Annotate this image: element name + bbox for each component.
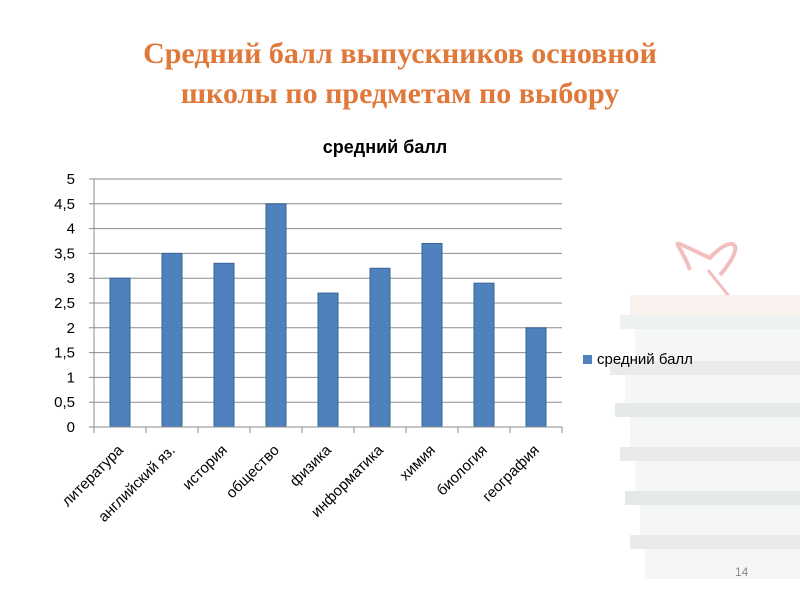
y-tick-label: 1: [67, 369, 75, 386]
books-decoration: [610, 241, 800, 579]
y-tick-label: 4,5: [54, 196, 75, 213]
bar: [213, 262, 235, 428]
legend-swatch: [583, 355, 592, 364]
y-tick-label: 0: [67, 419, 75, 436]
bar: [161, 252, 183, 428]
legend: средний балл: [583, 351, 693, 368]
bar: [109, 277, 131, 428]
y-axis-ticks: 0 0,5 1 1,5 2 2,5 3 3,5 4 4,5 5: [54, 171, 75, 436]
x-axis: [93, 179, 563, 433]
page-number: 14: [735, 565, 749, 579]
y-tick-label: 5: [67, 171, 75, 188]
slide-title-line-1: Средний балл выпускников основной: [143, 37, 657, 70]
bar: [473, 282, 495, 428]
y-tick-label: 1,5: [54, 345, 75, 362]
slide-title-line-2: школы по предметам по выбору: [180, 77, 620, 110]
bar: [525, 327, 547, 428]
slide-title: Средний балл выпускников основной школы …: [60, 34, 740, 114]
x-tick-label: история: [179, 442, 230, 493]
x-tick-label: химия: [397, 442, 439, 484]
chart-title: средний балл: [323, 137, 447, 157]
y-tick-label: 2,5: [54, 295, 75, 312]
y-tick-label: 4: [67, 221, 75, 238]
legend-label: средний балл: [597, 351, 693, 368]
bar: [369, 267, 391, 428]
y-tick-label: 0,5: [54, 394, 75, 411]
bar: [421, 242, 443, 428]
y-tick-label: 3,5: [54, 245, 75, 262]
x-tick-label: общество: [223, 442, 283, 502]
x-tick-label: физика: [287, 441, 336, 490]
x-tick-label: география: [479, 442, 543, 506]
bar: [317, 292, 339, 428]
bar: [265, 203, 287, 428]
bars: [109, 203, 547, 428]
y-tick-label: 2: [67, 320, 75, 337]
y-tick-label: 3: [67, 270, 75, 287]
